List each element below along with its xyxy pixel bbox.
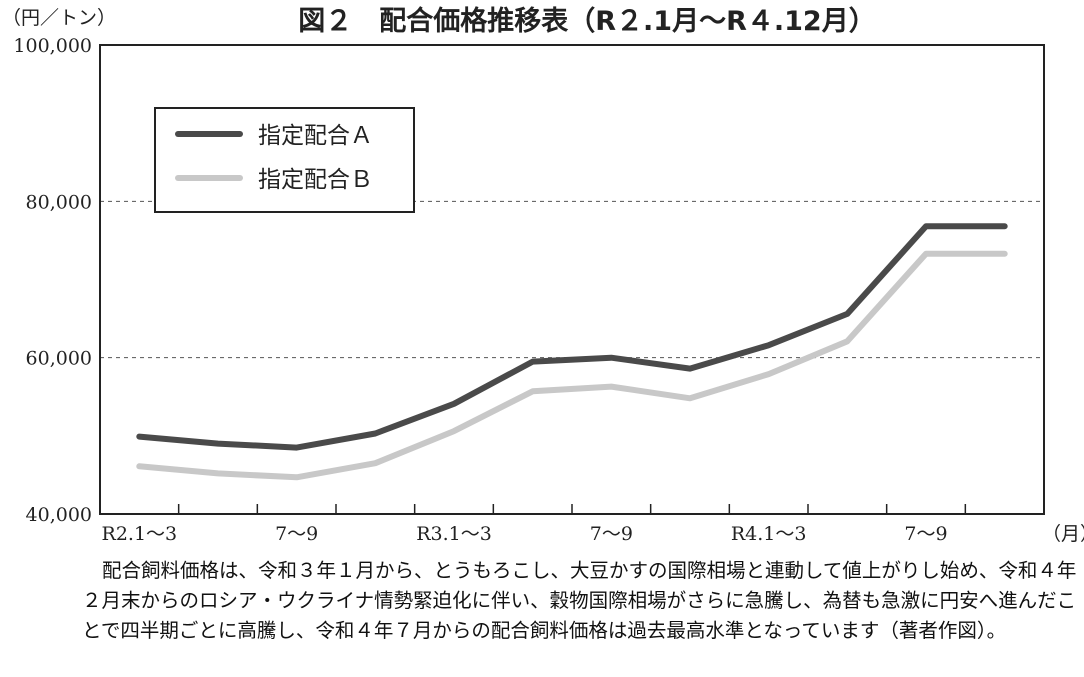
x-unit-label: （月）	[1042, 523, 1084, 545]
x-tick-label: 7～9	[275, 523, 318, 545]
line-chart: 図２ 配合価格推移表（R２.1月～R４.12月） （円／トン） 100,000 8…	[2, 5, 1084, 545]
y-tick-label: 60,000	[26, 348, 92, 370]
legend-label-a: 指定配合Ａ	[258, 123, 373, 149]
y-unit-label: （円／トン）	[2, 7, 116, 29]
caption-text: 配合飼料価格は、令和３年１月から、とうもろこし、大豆かすの国際相場と連動して値上…	[82, 559, 1077, 642]
legend-label-b: 指定配合Ｂ	[258, 167, 373, 193]
x-tick-label: R3.1～3	[416, 523, 492, 545]
x-tick-label: 7～9	[904, 523, 947, 545]
legend-box	[154, 107, 415, 213]
x-tick-label: R2.1～3	[102, 523, 178, 545]
chart-title: 図２ 配合価格推移表（R２.1月～R４.12月）	[298, 5, 875, 37]
x-tick-label: 7～9	[590, 523, 633, 545]
x-tick-label: R4.1～3	[731, 523, 807, 545]
series-line-a	[136, 223, 1008, 451]
y-tick-label: 40,000	[26, 504, 92, 526]
y-tick-label: 100,000	[13, 35, 92, 57]
legend: 指定配合Ａ 指定配合Ｂ	[154, 107, 415, 213]
series-line-b	[136, 250, 1008, 481]
y-tick-label: 80,000	[26, 191, 92, 213]
